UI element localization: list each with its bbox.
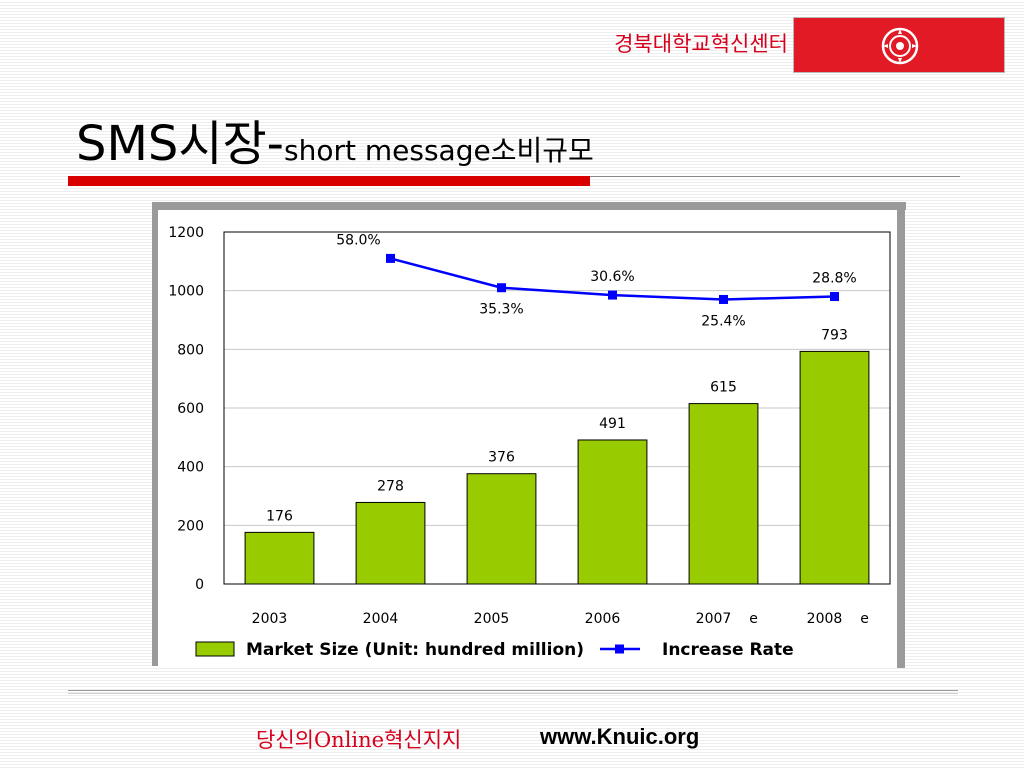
logo-banner xyxy=(793,17,1005,73)
title-accent-bar xyxy=(68,176,590,186)
x-tick-label: 2005 xyxy=(474,611,510,627)
bar xyxy=(355,501,426,585)
rate-point xyxy=(830,292,839,302)
x-tick-suffix: e xyxy=(749,611,758,627)
bar xyxy=(577,439,648,585)
chart-legend: Market Size (Unit: hundred million) Incre… xyxy=(195,640,794,660)
bar-value-label: 615 xyxy=(710,380,737,396)
rate-label: 35.3% xyxy=(479,302,523,318)
legend-swatch-bar xyxy=(195,641,235,657)
rate-point xyxy=(386,253,395,263)
chart-grid xyxy=(224,290,890,526)
chart-panel: 0 200 400 600 800 1000 1200 176 278 376 491 615 793… xyxy=(158,210,897,666)
bar-value-label: 376 xyxy=(488,450,515,466)
rate-point xyxy=(719,294,728,304)
market-size-chart: 0 200 400 600 800 1000 1200 176 278 376 491 615 793… xyxy=(168,225,891,660)
org-name: 경북대학교혁신센터 xyxy=(614,32,788,56)
y-tick-label: 1000 xyxy=(168,284,204,300)
x-tick-label: 2004 xyxy=(363,611,399,627)
increase-rate-line: 58.0% 35.3% 30.6% 25.4% 28.8% xyxy=(336,232,856,329)
y-tick-label: 600 xyxy=(177,401,204,417)
rate-point xyxy=(608,290,617,300)
footer-rule xyxy=(68,690,958,691)
bar xyxy=(799,350,870,585)
rate-label: 58.0% xyxy=(336,232,380,248)
y-tick-label: 400 xyxy=(177,460,204,476)
bar-value-label: 278 xyxy=(377,478,404,494)
rate-label: 28.8% xyxy=(812,271,856,287)
bar-labels: 176 278 376 491 615 793 xyxy=(266,327,848,524)
university-seal-icon xyxy=(881,27,919,65)
chart-frame-top xyxy=(152,202,906,210)
rate-label: 25.4% xyxy=(701,313,745,329)
chart-frame-left xyxy=(152,202,158,666)
title-rule xyxy=(590,176,960,177)
bar-value-label: 793 xyxy=(821,327,848,343)
footer-rule-light xyxy=(68,693,958,694)
slide-title: SMS시장-short message소비규모 xyxy=(76,104,594,174)
bar xyxy=(688,403,759,585)
y-tick-label: 0 xyxy=(195,577,204,593)
slide-title-sub: short message소비규모 xyxy=(284,134,594,167)
y-tick-label: 200 xyxy=(177,518,204,534)
x-tick-label: 2006 xyxy=(585,611,621,627)
x-tick-label: 2003 xyxy=(252,611,288,627)
x-tick-label: 2007 xyxy=(696,611,732,627)
footer-url: www.Knuic.org xyxy=(540,724,700,749)
x-tick-label: 2008 xyxy=(807,611,843,627)
legend-swatch-marker xyxy=(615,644,624,654)
plot-area xyxy=(223,231,891,585)
y-tick-label: 800 xyxy=(177,342,204,358)
x-axis: 2003 2004 2005 2006 2007 e 2008 e xyxy=(252,611,869,627)
y-tick-label: 1200 xyxy=(168,225,204,241)
bars xyxy=(244,350,870,585)
y-axis: 0 200 400 600 800 1000 1200 xyxy=(168,225,204,593)
x-tick-suffix: e xyxy=(860,611,869,627)
bar-value-label: 491 xyxy=(599,416,626,432)
slide-title-main: SMS시장- xyxy=(76,116,284,172)
chart-frame-right xyxy=(897,202,905,668)
bar xyxy=(244,531,315,585)
legend-label-increase-rate: Increase Rate xyxy=(662,640,794,660)
bar-value-label: 176 xyxy=(266,508,293,524)
legend-label-market-size: Market Size (Unit: hundred million) xyxy=(246,640,584,660)
bar xyxy=(466,473,537,585)
rate-label: 30.6% xyxy=(590,269,634,285)
footer-slogan: 당신의Online혁신지지 xyxy=(256,728,462,752)
rate-point xyxy=(497,283,506,293)
